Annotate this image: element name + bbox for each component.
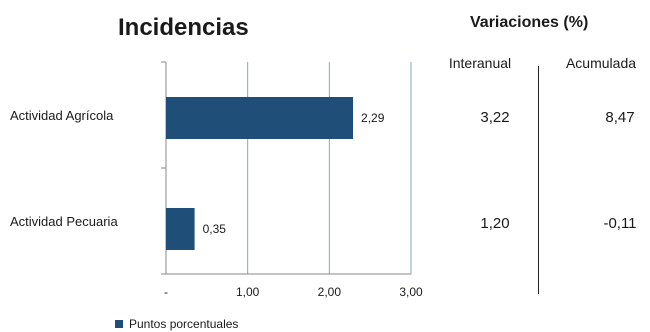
- acumulada-value-pecuaria: -0,11: [603, 215, 637, 232]
- data-label-1: 0,35: [203, 222, 227, 236]
- acumulada-value-agricola: 8,47: [605, 109, 635, 126]
- x-tick-label-1: 1,00: [236, 285, 260, 299]
- x-tick-label-3: 3,00: [399, 285, 423, 299]
- category-label-agricola: Actividad Agrícola: [10, 108, 114, 123]
- legend-label: Puntos porcentuales: [129, 317, 239, 331]
- chart-title: Incidencias: [118, 14, 249, 41]
- category-label-pecuaria: Actividad Pecuaria: [10, 214, 118, 229]
- data-label-0: 2,29: [361, 111, 385, 125]
- column-header-interanual: Interanual: [448, 55, 512, 71]
- x-tick-label-0: -: [164, 285, 168, 299]
- x-tick-label-2: 2,00: [318, 285, 342, 299]
- column-divider: [538, 66, 539, 294]
- interanual-value-pecuaria: 1,20: [480, 215, 510, 232]
- variations-title: Variaciones (%): [470, 14, 589, 31]
- column-header-acumulada: Acumulada: [565, 55, 637, 71]
- legend-swatch: [115, 320, 123, 328]
- interanual-value-agricola: 3,22: [480, 109, 510, 126]
- bar-1: [166, 208, 195, 250]
- bar-0: [166, 97, 354, 139]
- legend: Puntos porcentuales: [115, 317, 238, 331]
